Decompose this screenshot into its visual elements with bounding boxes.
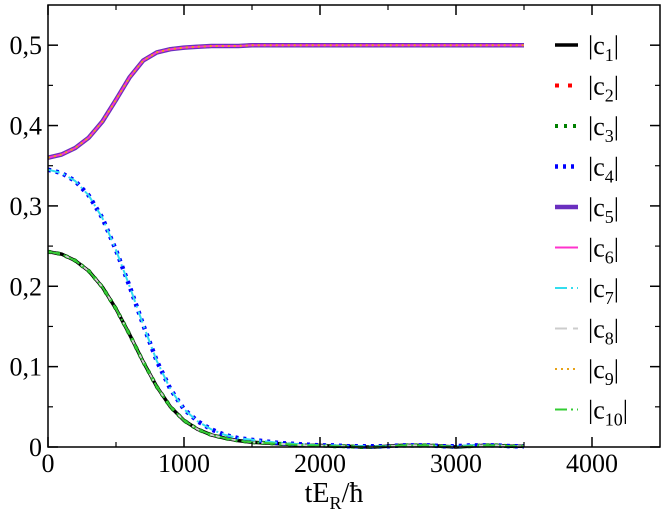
y-tick-label: 0,3 (10, 192, 43, 221)
y-tick-label: 0,2 (10, 272, 43, 301)
y-tick-label: 0 (29, 433, 42, 462)
x-axis-label-subscript: R (330, 493, 342, 513)
x-axis-label-tail: /ħ (342, 478, 364, 509)
legend-label-c5: |c5| (588, 193, 619, 227)
series-line-c2 (47, 43, 524, 160)
plot-frame (47, 4, 661, 448)
x-tick-label: 4000 (566, 449, 618, 478)
ticks-layer: 0 1000 2000 3000 4000 0 0,1 0,2 0,3 0,4 0,5 (10, 5, 660, 478)
legend-label-c8: |c8| (588, 315, 619, 349)
legend-label-c7: |c7| (588, 274, 619, 308)
series-line-c8 (47, 250, 524, 448)
series-line-c7 (47, 168, 524, 448)
y-tick-label: 0,4 (10, 112, 43, 141)
series-line-c5 (47, 42, 524, 160)
legend-label-c6: |c6| (588, 234, 619, 268)
series-line-c6 (47, 44, 524, 159)
x-tick-label: 0 (42, 449, 55, 478)
legend-label-c3: |c3| (588, 112, 619, 146)
series-line-c9 (47, 44, 524, 159)
legend-label-c9: |c9| (588, 355, 619, 389)
y-tick-label: 0,5 (10, 31, 43, 60)
x-axis-label: tER/ħ (305, 478, 364, 513)
legend-label-c10: |c10| (588, 396, 628, 430)
series-line-c1 (47, 249, 524, 449)
x-tick-label: 3000 (430, 449, 482, 478)
series-layer (47, 42, 524, 449)
legend-label-c2: |c2| (588, 72, 619, 106)
x-axis-label-main: tE (305, 478, 330, 509)
y-tick-label: 0,1 (10, 353, 43, 382)
series-line-c10 (47, 250, 524, 448)
legend: |c1| |c2| |c3| |c4| |c5| |c6| |c7| |c8| |c9| |c10… (555, 31, 628, 430)
x-tick-label: 1000 (158, 449, 210, 478)
legend-label-c4: |c4| (588, 153, 619, 187)
legend-label-c1: |c1| (588, 31, 619, 65)
series-line-c3 (47, 249, 524, 449)
x-tick-label: 2000 (294, 449, 346, 478)
series-line-c4 (47, 167, 524, 449)
